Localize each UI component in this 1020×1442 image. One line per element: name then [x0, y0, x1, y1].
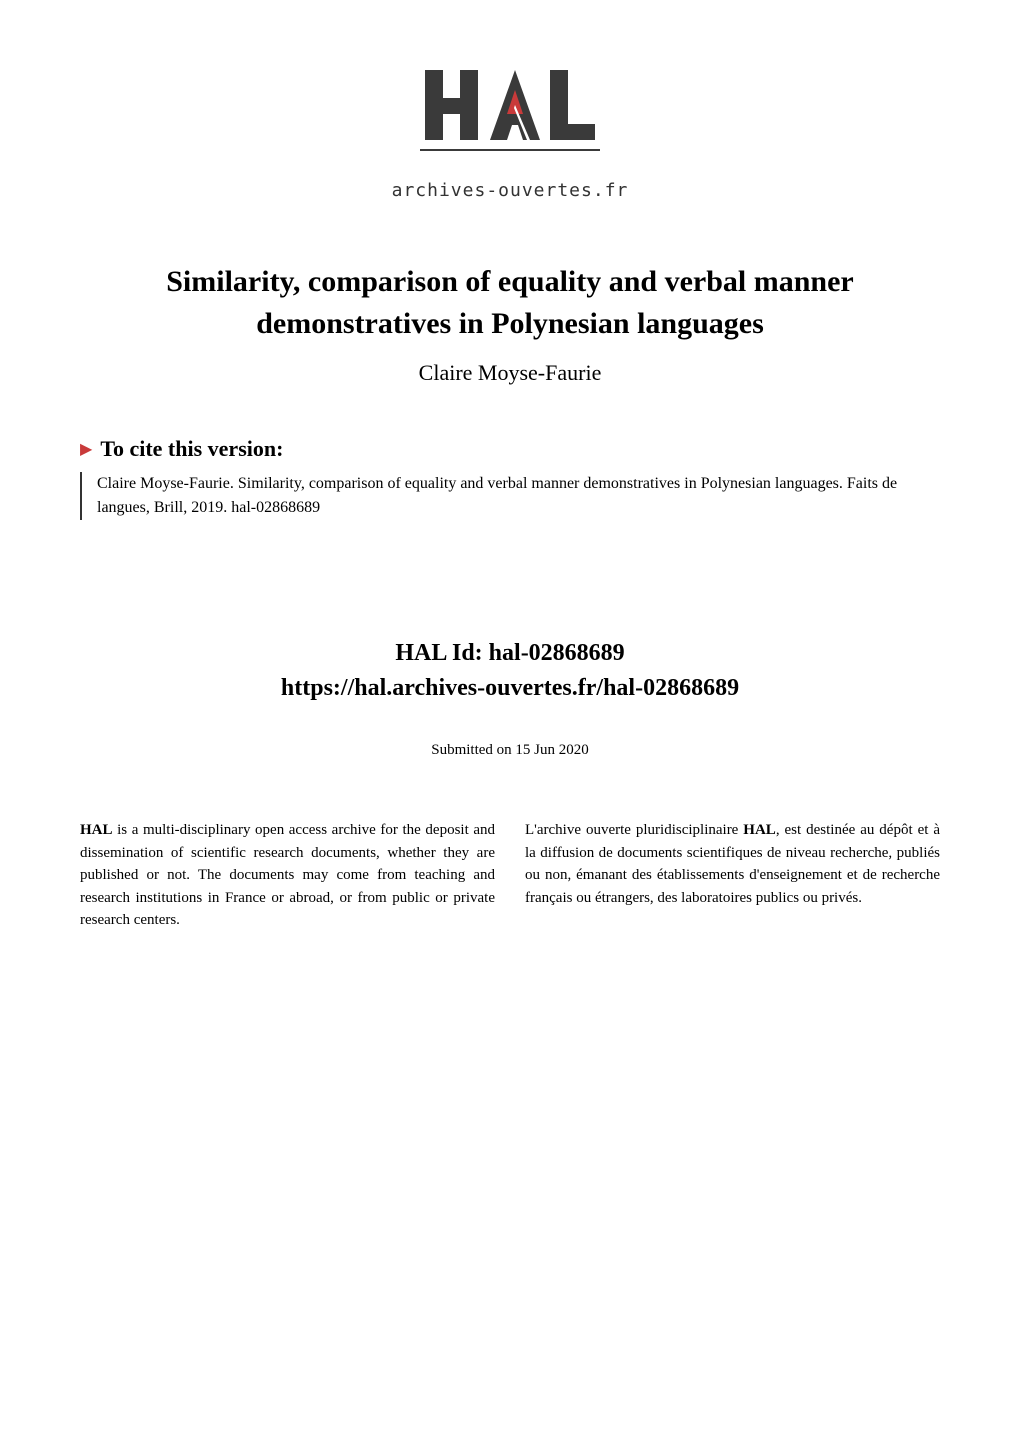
cite-title: To cite this version:: [100, 436, 283, 462]
description-columns: HAL is a multi-disciplinary open access …: [80, 819, 940, 932]
cite-section: ▶ To cite this version: Claire Moyse-Fau…: [80, 436, 940, 520]
right-column-prefix: L'archive ouverte pluridisciplinaire: [525, 822, 743, 838]
hal-id-label: HAL Id: hal-02868689: [80, 640, 940, 667]
title-line-2: demonstratives in Polynesian languages: [256, 307, 764, 340]
logo-subtitle: archives-ouvertes.fr: [80, 180, 940, 201]
title-line-1: Similarity, comparison of equality and v…: [166, 265, 854, 298]
left-column-text: is a multi-disciplinary open access arch…: [80, 822, 495, 928]
paper-author: Claire Moyse-Faurie: [80, 360, 940, 386]
left-column-strong: HAL: [80, 822, 113, 838]
right-column-strong: HAL: [743, 822, 776, 838]
title-section: Similarity, comparison of equality and v…: [80, 261, 940, 386]
left-column: HAL is a multi-disciplinary open access …: [80, 819, 495, 932]
hal-logo-icon: [415, 60, 605, 170]
hal-id-section: HAL Id: hal-02868689 https://hal.archive…: [80, 640, 940, 702]
right-column: L'archive ouverte pluridisciplinaire HAL…: [525, 819, 940, 932]
paper-title: Similarity, comparison of equality and v…: [80, 261, 940, 345]
hal-url: https://hal.archives-ouvertes.fr/hal-028…: [80, 675, 940, 702]
hal-logo-section: archives-ouvertes.fr: [80, 60, 940, 201]
cite-body: Claire Moyse-Faurie. Similarity, compari…: [80, 472, 940, 520]
cite-header: ▶ To cite this version:: [80, 436, 940, 462]
submitted-date: Submitted on 15 Jun 2020: [80, 742, 940, 759]
cite-arrow-icon: ▶: [80, 439, 92, 459]
